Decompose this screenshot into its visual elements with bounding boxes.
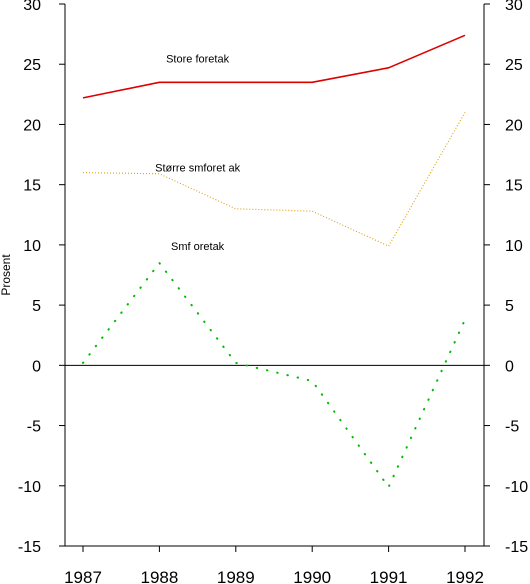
x-tick-label: 1990 (293, 568, 331, 584)
y-tick-label-right: -5 (505, 419, 519, 436)
y-tick-label-left: -10 (18, 479, 41, 496)
series-label-3: Smf oretak (171, 241, 225, 253)
y-axis-left: 30 25 20 15 10 5 0 -5 -10 -15 (18, 0, 65, 556)
y-tick-label-right: -10 (505, 479, 528, 496)
x-tick-label: 1988 (140, 568, 178, 584)
x-axis: 1987 1988 1989 1990 1991 1992 (64, 546, 484, 584)
series-layer (82, 34, 466, 488)
series-label-2: Større smforet ak (155, 162, 240, 174)
series-line-1 (82, 34, 466, 99)
y-tick-label-left: 30 (23, 0, 41, 14)
y-tick-label-right: -15 (505, 539, 528, 556)
series-line-3 (82, 262, 466, 488)
y-tick-label-left: -5 (27, 419, 41, 436)
y-axis-right: 30 25 20 15 10 5 0 -5 -10 -15 (484, 0, 528, 556)
y-tick-label-right: 15 (505, 178, 523, 195)
y-tick-label-right: 10 (505, 238, 523, 255)
y-tick-label-right: 20 (505, 117, 523, 134)
series-labels: Store foretak Større smforet ak Smf oretak (155, 53, 240, 253)
plot-frame (64, 4, 485, 547)
y-tick-label-right: 25 (505, 57, 523, 74)
series-label-1: Store foretak (166, 53, 229, 65)
y-tick-label-right: 30 (505, 0, 523, 14)
y-tick-label-left: 20 (23, 117, 41, 134)
x-tick-label: 1991 (370, 568, 408, 584)
series-line-2 (82, 112, 466, 247)
y-tick-label-left: -15 (18, 539, 41, 556)
y-tick-label-left: 0 (32, 358, 41, 375)
y-tick-label-right: 0 (505, 358, 514, 375)
y-axis-title: Prosent (0, 254, 13, 296)
y-tick-label-left: 25 (23, 57, 41, 74)
y-tick-label-left: 15 (23, 178, 41, 195)
y-tick-label-right: 5 (505, 298, 514, 315)
y-tick-label-left: 5 (32, 298, 41, 315)
x-tick-label: 1992 (446, 568, 484, 584)
y-tick-label-left: 10 (23, 238, 41, 255)
x-tick-label: 1989 (217, 568, 255, 584)
x-tick-label: 1987 (64, 568, 102, 584)
